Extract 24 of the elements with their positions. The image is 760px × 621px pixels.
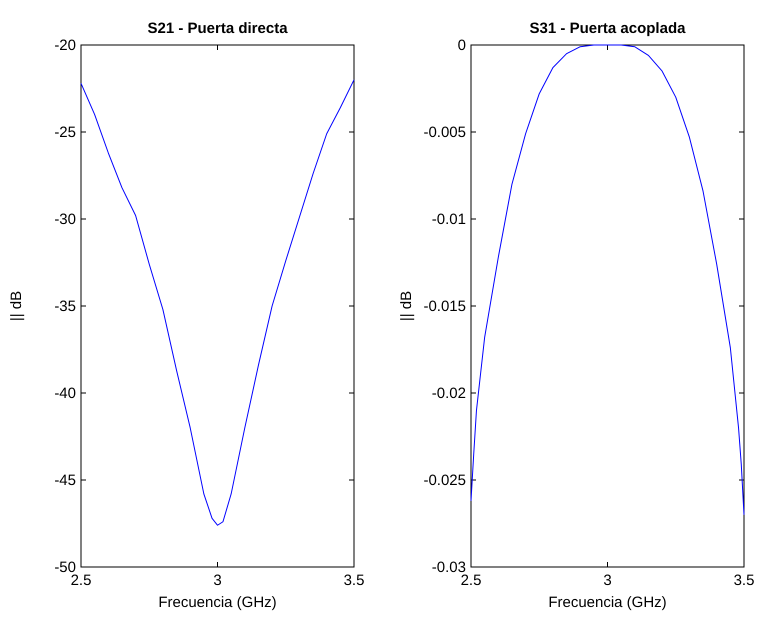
y-tick-label: -40 [54, 385, 76, 402]
y-tick-label: -25 [54, 124, 76, 141]
y-tick-label: -30 [54, 211, 76, 228]
chart-title: S31 - Puerta acoplada [530, 20, 686, 37]
line-series [80, 79, 354, 526]
y-tick-label: -20 [54, 37, 76, 54]
y-tick-label: -0.025 [423, 472, 466, 489]
y-tick-label: -35 [54, 298, 76, 315]
y-tick-label: -45 [54, 472, 76, 489]
line-series [470, 44, 744, 516]
x-axis-title: Frecuencia (GHz) [548, 594, 667, 611]
x-tick-label: 3 [213, 572, 222, 589]
y-tick-label: -0.01 [432, 211, 466, 228]
x-tick-label: 3 [603, 572, 612, 589]
y-tick-label: -0.015 [423, 298, 466, 315]
x-axis-title: Frecuencia (GHz) [158, 594, 277, 611]
chart-title: S21 - Puerta directa [147, 20, 288, 37]
y-tick-label: -0.005 [423, 124, 466, 141]
y-axis-title: || dB [398, 290, 415, 322]
x-tick-label: 3.5 [734, 572, 754, 589]
x-tick-label: 3.5 [344, 572, 364, 589]
y-tick-label: -0.02 [432, 385, 466, 402]
y-tick-label: 0 [458, 37, 466, 54]
y-axis-title: || dB [8, 290, 25, 322]
